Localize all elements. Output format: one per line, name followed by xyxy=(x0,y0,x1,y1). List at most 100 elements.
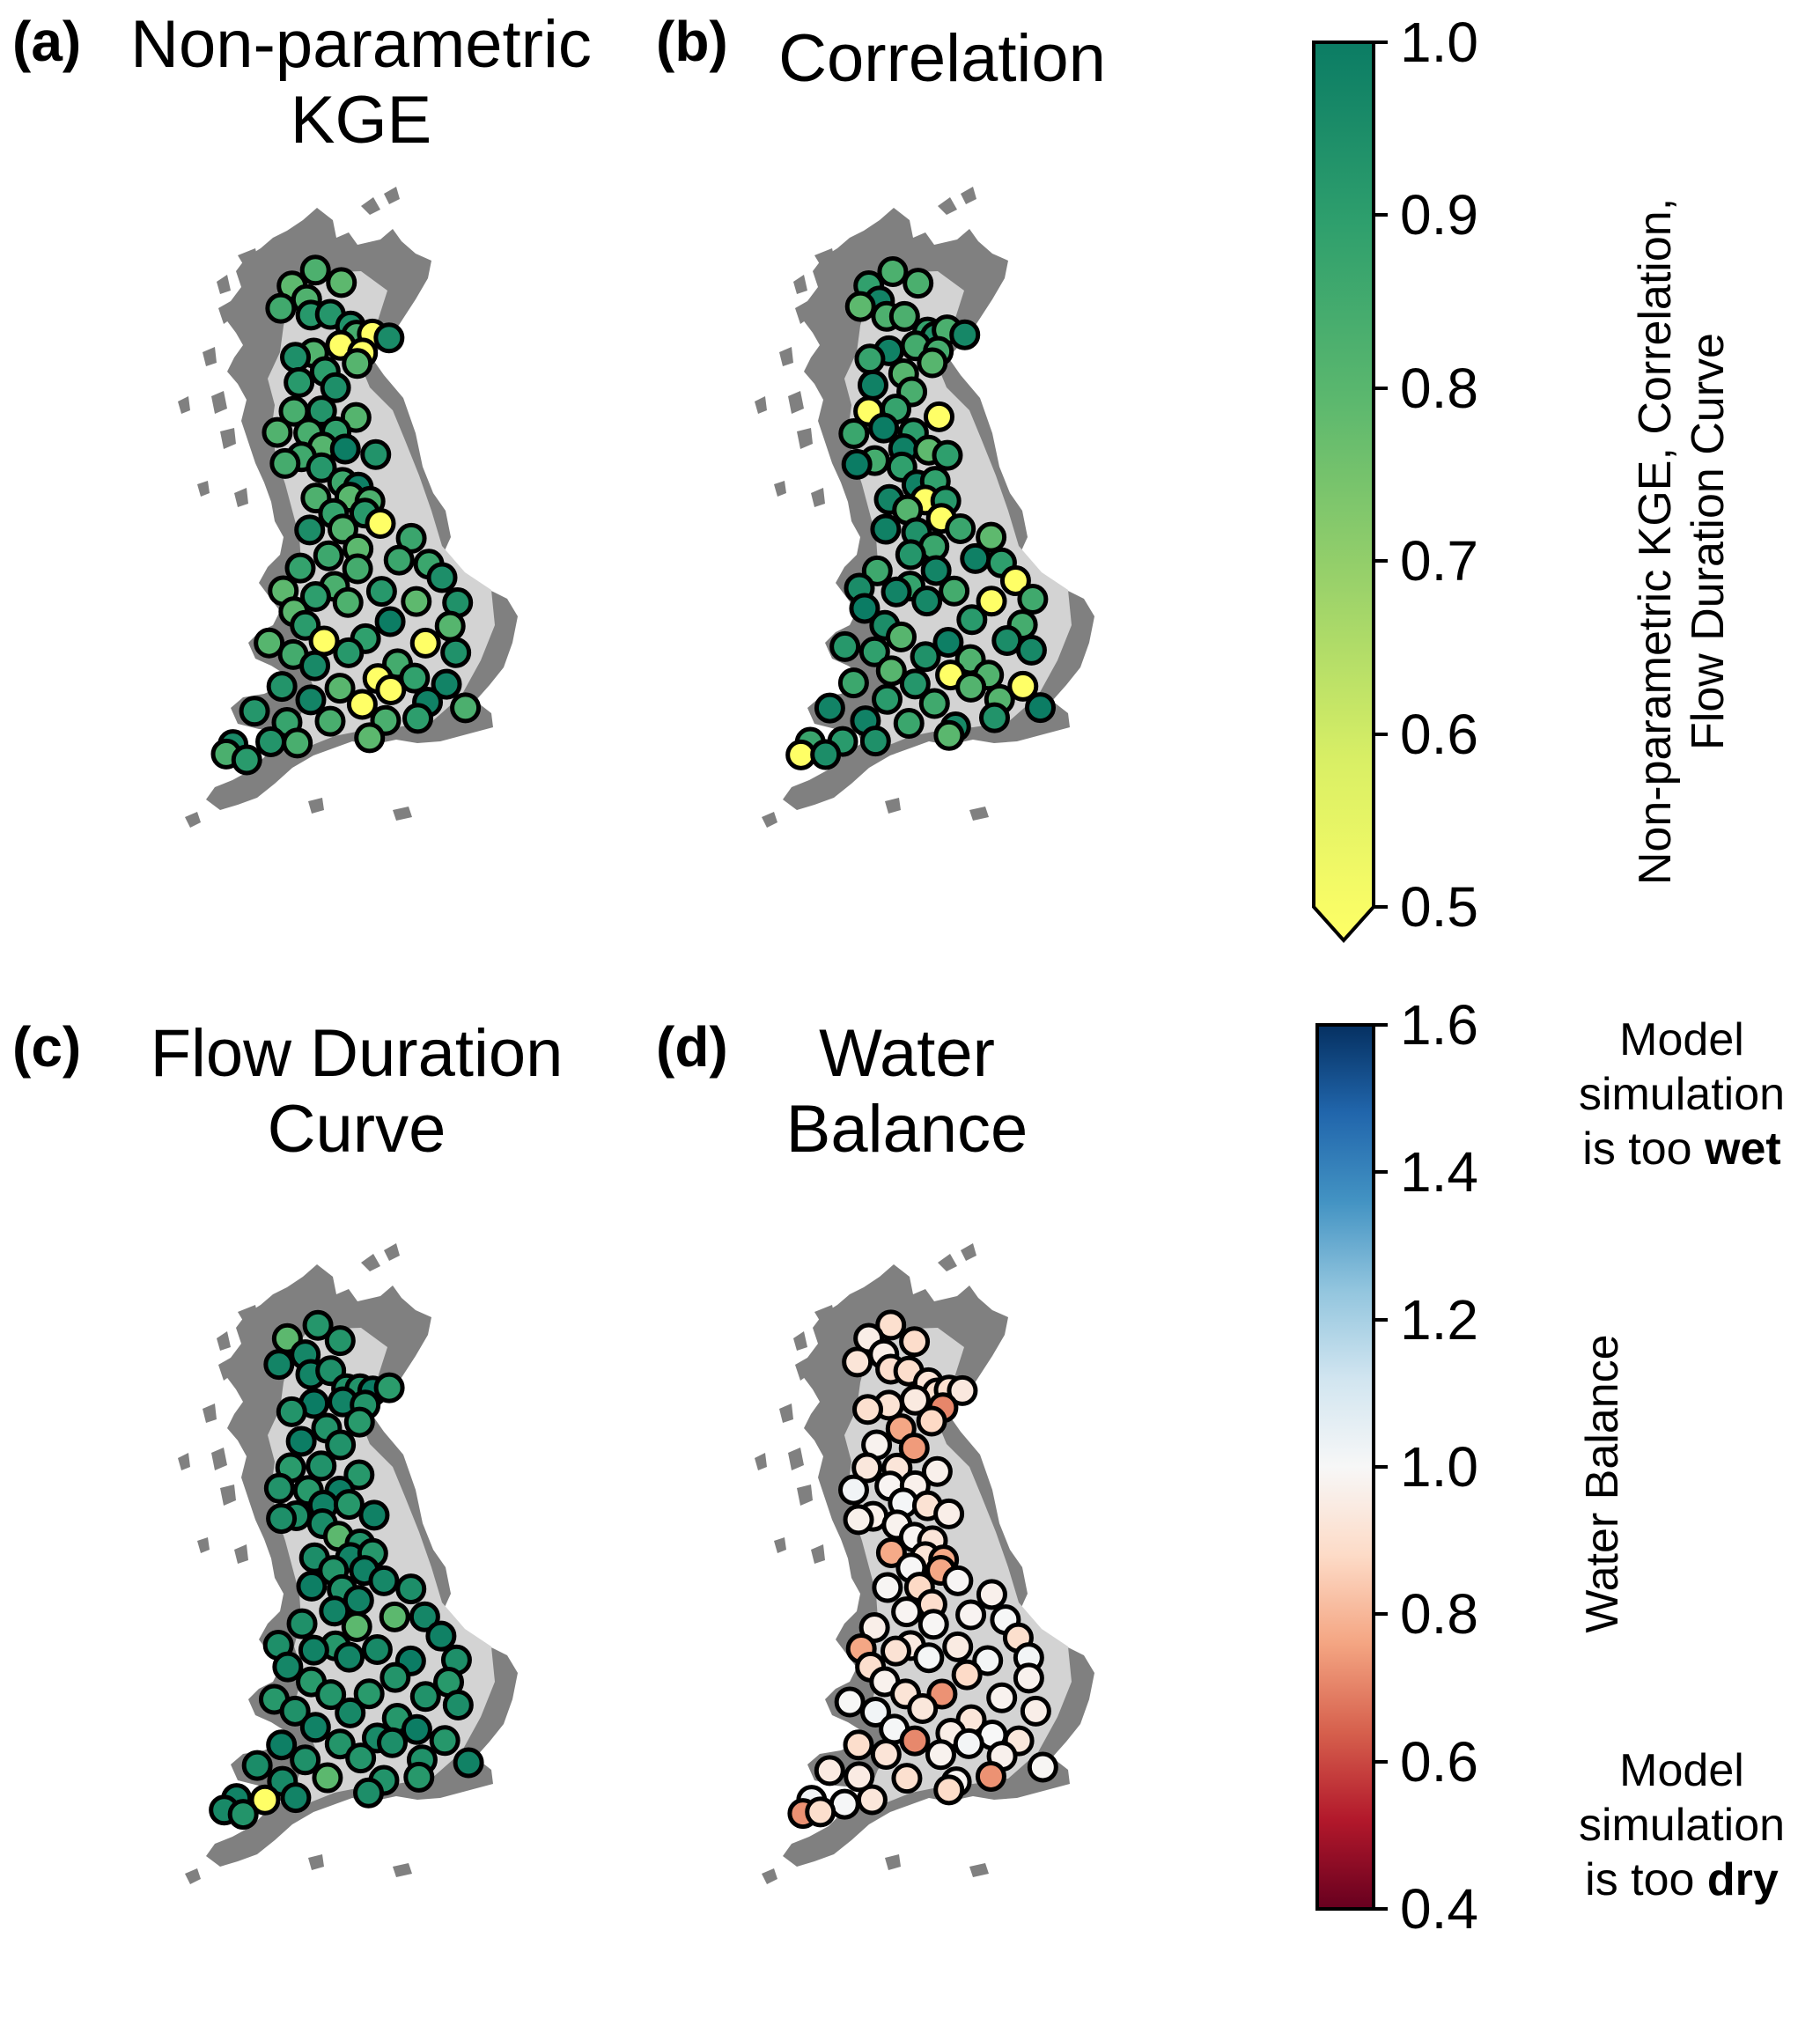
station-marker-c-62 xyxy=(409,1681,441,1713)
station-marker-b-88 xyxy=(810,739,842,770)
island-shape-11 xyxy=(755,1453,767,1470)
island-shape-6 xyxy=(961,187,976,204)
station-marker-b-49 xyxy=(939,575,970,607)
island-shape-10 xyxy=(762,812,777,828)
station-marker-d-62 xyxy=(986,1682,1018,1713)
station-marker-b-56 xyxy=(911,586,943,617)
station-marker-b-83 xyxy=(978,702,1010,733)
island-shape-6 xyxy=(384,1243,400,1261)
panel-a-title-line2: KGE xyxy=(290,83,432,158)
island-shape-9 xyxy=(393,807,412,821)
station-marker-b-68 xyxy=(875,655,907,687)
wet-note: Model simulation is too wet xyxy=(1550,1013,1814,1176)
island-shape-4 xyxy=(797,1485,813,1506)
island-shape-10 xyxy=(185,1868,201,1884)
station-marker-c-85 xyxy=(249,1784,281,1816)
station-marker-c-47 xyxy=(409,1601,440,1632)
dry-note: Model simulation is too dry xyxy=(1550,1743,1814,1907)
station-marker-c-18 xyxy=(325,1429,357,1461)
colorbar-top-label-line2: Flow Duration Curve xyxy=(1683,333,1734,750)
station-marker-c-86 xyxy=(280,1782,312,1814)
station-marker-c-67 xyxy=(442,1689,474,1720)
island-shape-11 xyxy=(755,396,767,414)
station-marker-c-60 xyxy=(315,1679,347,1711)
island-shape-3 xyxy=(788,1448,804,1470)
colorbar-bottom-tick-1: 1.6 xyxy=(1400,993,1478,1057)
station-marker-c-50 xyxy=(425,1620,457,1652)
station-marker-a-20 xyxy=(278,395,310,427)
station-marker-b-46 xyxy=(920,555,952,586)
station-marker-a-72 xyxy=(266,671,298,703)
station-marker-c-64 xyxy=(279,1695,311,1727)
station-marker-b-14 xyxy=(854,343,886,375)
station-marker-b-50 xyxy=(999,564,1031,596)
station-marker-b-2 xyxy=(903,268,934,299)
station-marker-a-38 xyxy=(294,514,326,546)
colorbar-top-tick-2: 0.9 xyxy=(1400,183,1478,247)
station-marker-a-44 xyxy=(313,540,344,571)
station-marker-c-0 xyxy=(302,1309,334,1341)
colorbar-bottom-tick-6: 0.6 xyxy=(1400,1730,1478,1794)
panel-c-title-line1: Flow Duration xyxy=(150,1016,564,1091)
colorbar-top-tick-6: 0.5 xyxy=(1400,875,1478,939)
station-marker-b-78 xyxy=(1025,692,1057,724)
station-marker-b-38 xyxy=(870,513,902,545)
station-marker-c-19 xyxy=(306,1450,337,1482)
island-shape-4 xyxy=(220,1485,236,1506)
station-marker-c-2 xyxy=(324,1325,356,1357)
station-marker-b-4 xyxy=(844,291,876,322)
station-marker-c-14 xyxy=(276,1396,307,1427)
station-marker-c-65 xyxy=(335,1697,366,1728)
island-shape-12 xyxy=(217,1331,231,1351)
station-marker-b-43 xyxy=(960,542,991,574)
colorbar-bottom-label: Water Balance xyxy=(1577,1334,1628,1633)
station-marker-c-83 xyxy=(403,1761,435,1793)
panel-d-letter: (d) xyxy=(656,1015,728,1079)
station-marker-d-75 xyxy=(870,1739,902,1771)
station-marker-b-42 xyxy=(976,521,1007,553)
colorbar-bottom-tick-7: 0.4 xyxy=(1400,1877,1478,1941)
station-marker-a-18 xyxy=(320,372,351,403)
station-marker-c-24 xyxy=(263,1472,295,1504)
station-marker-a-15 xyxy=(342,348,373,379)
panel-b-map xyxy=(755,187,1094,828)
colorbar-bottom-bar xyxy=(1315,1023,1375,1911)
station-marker-c-49 xyxy=(361,1634,393,1666)
station-marker-a-86 xyxy=(282,727,313,759)
station-marker-d-53 xyxy=(972,1645,1004,1676)
station-marker-c-21 xyxy=(343,1459,375,1491)
station-marker-b-73 xyxy=(899,668,931,700)
island-shape-5 xyxy=(361,197,380,215)
station-marker-c-43 xyxy=(379,1601,410,1632)
station-marker-b-89 xyxy=(933,719,965,751)
colorbar-top-tick-1: 1.0 xyxy=(1400,11,1478,74)
station-marker-b-53 xyxy=(976,586,1007,617)
station-marker-b-10 xyxy=(949,319,981,350)
panel-b-title-line1: Correlation xyxy=(778,21,1106,96)
island-shape-13 xyxy=(308,798,324,814)
station-marker-a-65 xyxy=(333,637,365,668)
station-marker-a-46 xyxy=(342,553,373,585)
station-marker-d-57 xyxy=(951,1659,983,1691)
island-shape-5 xyxy=(938,197,957,215)
station-marker-d-76 xyxy=(925,1739,956,1771)
station-marker-b-81 xyxy=(893,708,925,740)
station-marker-b-6 xyxy=(888,300,920,332)
colorbar-bottom-tick-2: 1.4 xyxy=(1400,1140,1478,1204)
station-marker-b-44 xyxy=(895,539,926,571)
station-marker-c-61 xyxy=(353,1678,385,1710)
station-marker-d-18 xyxy=(898,1433,930,1464)
station-marker-a-4 xyxy=(265,292,297,324)
station-marker-a-70 xyxy=(399,662,431,694)
island-shape-8 xyxy=(234,488,248,507)
station-marker-d-81 xyxy=(891,1763,923,1794)
station-marker-d-29 xyxy=(933,1498,965,1529)
station-marker-b-79 xyxy=(814,692,845,724)
station-marker-b-67 xyxy=(1015,634,1047,666)
panel-b-title: Correlation xyxy=(757,21,1127,97)
station-marker-c-78 xyxy=(453,1747,484,1779)
panel-c-letter: (c) xyxy=(12,1015,82,1079)
station-marker-a-88 xyxy=(231,744,262,776)
island-shape-12 xyxy=(793,275,807,294)
island-shape-12 xyxy=(793,1331,807,1351)
